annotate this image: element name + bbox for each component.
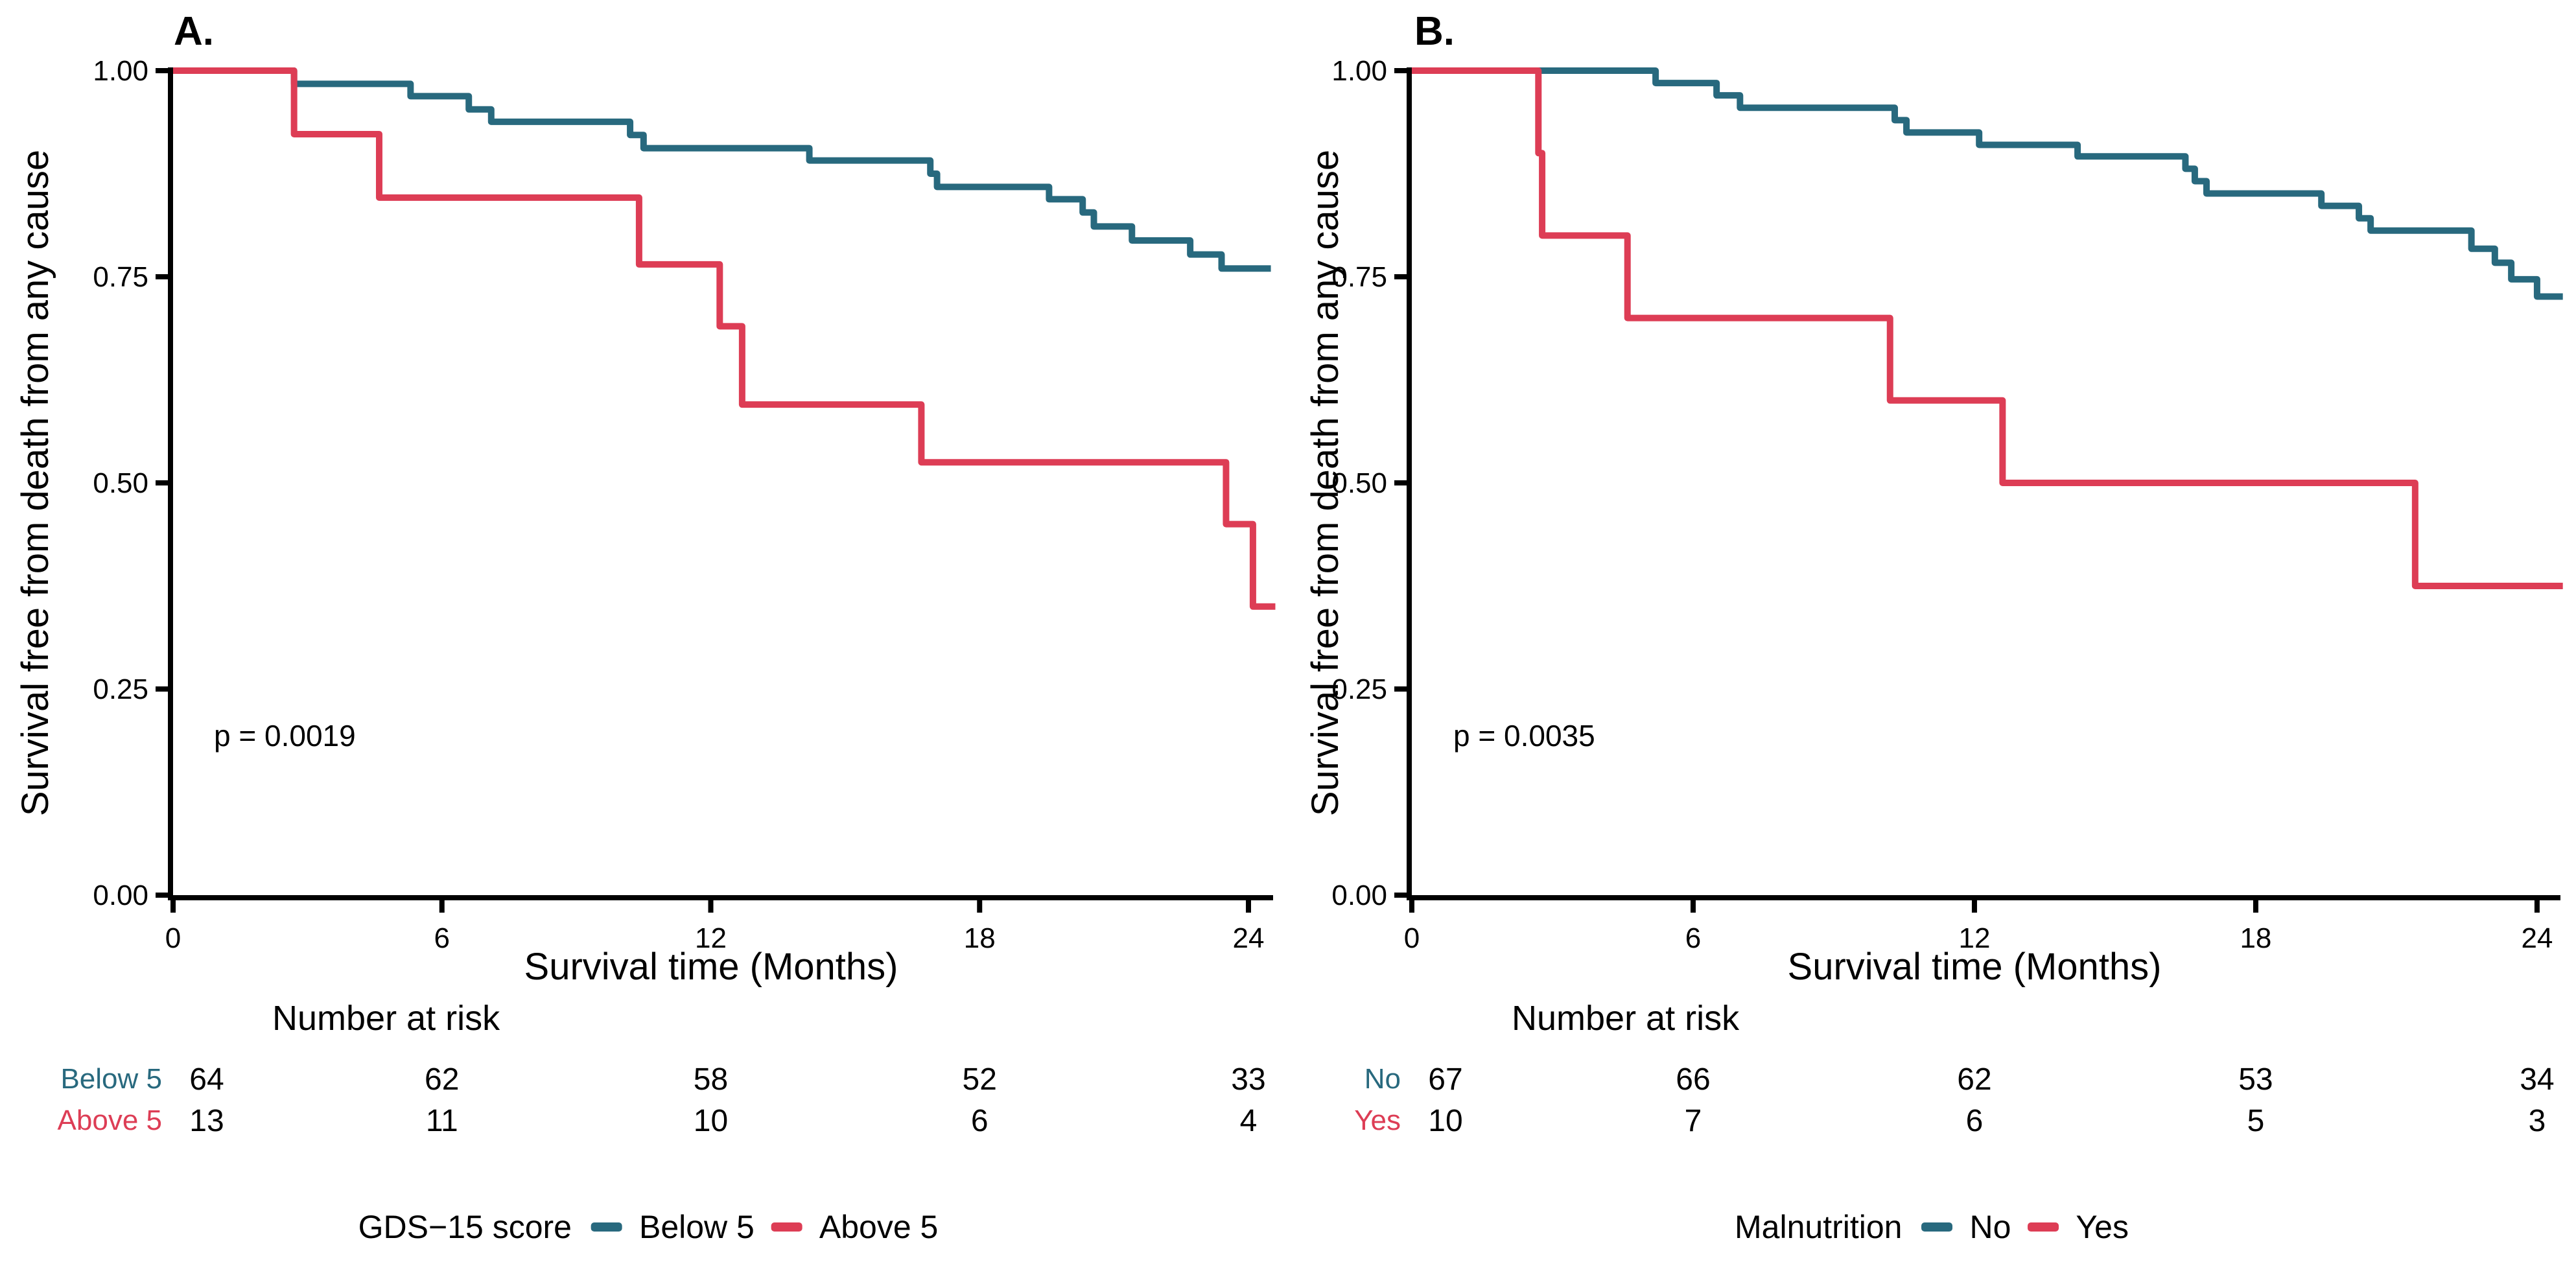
panel-b-x-tick-label: 18 [2240,922,2271,954]
panel-a-x-tick-label: 24 [1233,922,1265,954]
panel-b-y-tick-label: 0.50 [1331,467,1387,499]
panel-b-legend-swatch-no [1921,1222,1953,1232]
panel-a-y-axis-title: Survival free from death from any cause [14,149,56,817]
panel-a-y-tick-label: 0.00 [93,880,148,911]
panel-a-y-tick-label: 0.25 [93,673,148,705]
panel-b-risk-count-no-t6: 66 [1676,1062,1710,1097]
panel-a-legend-swatch-below-5 [591,1222,622,1232]
panel-a-risk-count-below-5-t24: 33 [1231,1062,1265,1097]
panel-a-legend-swatch-above-5 [771,1222,802,1232]
panel-b-x-tick-label: 6 [1685,922,1701,954]
panel-a-risk-count-above-5-t0: 13 [189,1104,224,1138]
panel-a-risk-count-below-5-t6: 62 [425,1062,459,1097]
panel-b-legend-swatch-yes [2028,1222,2059,1232]
panel-b-legend-label-no: No [1969,1209,2011,1245]
panel-a-km-curve-below-5 [173,67,1271,272]
panel-b-risk-table-title: Number at risk [1512,999,1740,1038]
panel-b-y-tick-label: 0.25 [1331,673,1387,705]
panel-b-x-tick-label: 0 [1404,922,1420,954]
panel-a-y-tick-label: 1.00 [93,55,148,87]
panel-a-risk-table-title: Number at risk [272,999,500,1038]
panel-b-risk-count-no-t0: 67 [1428,1062,1462,1097]
panel-a-legend: GDS−15 score Below 5 Above 5 [358,1211,939,1243]
panel-a-x-axis-title: Survival time (Months) [524,946,898,988]
panel-b-risk-count-yes-t6: 7 [1685,1104,1702,1138]
panel-b-x-tick-label: 24 [2521,922,2553,954]
panel-b-legend-label-yes: Yes [2076,1209,2129,1245]
panel-a-risk-count-below-5-t0: 64 [189,1062,224,1097]
panel-a-risk-count-above-5-t12: 10 [694,1104,728,1138]
panel-b-label: B. [1414,9,1455,54]
panel-b-risk-row-label-no: No [1364,1063,1401,1095]
panel-b-p-value: p = 0.0035 [1453,719,1595,753]
panel-b-risk-count-no-t12: 62 [1957,1062,1991,1097]
panel-a-legend-title: GDS−15 score [358,1209,572,1245]
panel-b-y-tick-label: 0.00 [1331,880,1387,911]
panel-a-risk-row-label-above-5: Above 5 [57,1104,162,1136]
panel-b-legend: Malnutrition No Yes [1735,1211,2129,1243]
panel-a-legend-label-above-5: Above 5 [819,1209,939,1245]
panel-a-risk-count-above-5-t24: 4 [1240,1104,1258,1138]
panel-b-risk-count-no-t18: 53 [2238,1062,2273,1097]
panel-a-x-tick-label: 0 [165,922,181,954]
panel-a-label: A. [174,9,214,54]
panel-a-x-tick-label: 6 [434,922,450,954]
panel-a-risk-count-above-5-t6: 11 [426,1104,458,1138]
panel-b-y-axis-title: Survival free from death from any cause [1304,149,1346,817]
panel-a-risk-count-below-5-t12: 58 [694,1062,728,1097]
panel-a-risk-row-label-below-5: Below 5 [60,1063,162,1095]
panel-b-risk-count-yes-t24: 3 [2529,1104,2546,1138]
panel-a-x-tick-label: 18 [964,922,996,954]
panel-b-risk-count-no-t24: 34 [2520,1062,2554,1097]
panel-b-km-curve-yes [1412,67,2563,589]
panel-a-risk-count-below-5-t18: 52 [963,1062,997,1097]
panel-a-p-value: p = 0.0019 [214,719,356,753]
panel-b-risk-count-yes-t18: 5 [2247,1104,2265,1138]
panel-b-x-tick-label: 12 [1958,922,1990,954]
panel-a-y-tick-label: 0.75 [93,261,148,293]
panel-a-km-curve-above-5 [173,67,1276,610]
panel-a-legend-label-below-5: Below 5 [638,1209,755,1245]
panel-b-legend-title: Malnutrition [1735,1209,1903,1245]
panel-b-risk-count-yes-t0: 10 [1428,1104,1462,1138]
panel-b-km-curve-no [1412,67,2563,300]
panel-b-y-tick-label: 0.75 [1331,261,1387,293]
panel-a-y-tick-label: 0.50 [93,467,148,499]
panel-b-risk-row-label-yes: Yes [1354,1104,1401,1136]
panel-b-y-tick-label: 1.00 [1331,55,1387,87]
panel-b-x-axis-title: Survival time (Months) [1787,946,2162,988]
panel-b-risk-count-yes-t12: 6 [1966,1104,1984,1138]
panel-a-x-tick-label: 12 [695,922,727,954]
panel-a-risk-count-above-5-t18: 6 [971,1104,989,1138]
